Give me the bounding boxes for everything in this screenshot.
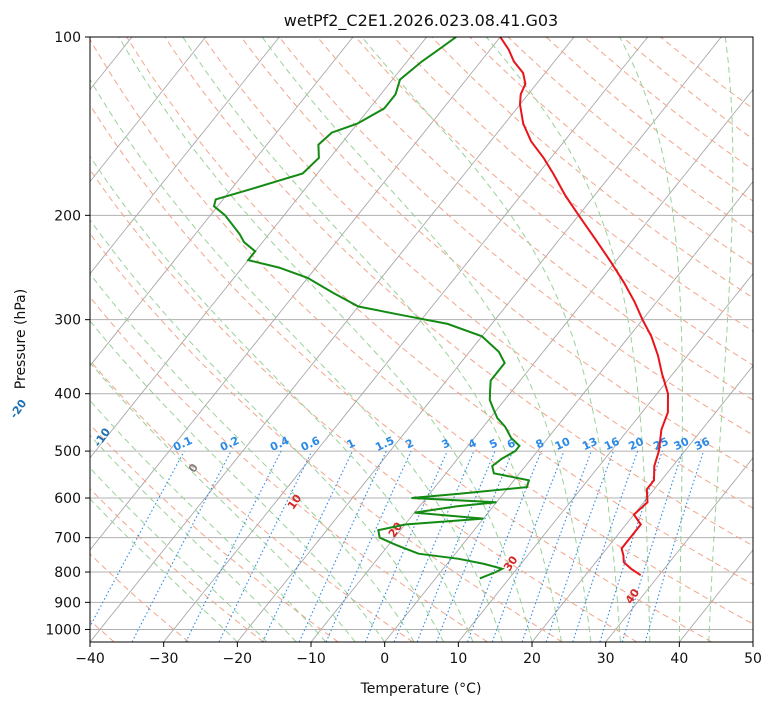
moist-adiabat-line [361, 37, 621, 642]
isotherm-line [90, 37, 501, 551]
isotherm-line [310, 88, 753, 642]
mixing-ratio-line [364, 450, 448, 642]
moist-adiabat-line [261, 37, 592, 642]
x-tick-label: −30 [149, 651, 179, 667]
dry-adiabat-line [90, 104, 712, 642]
moist-adiabat-line [90, 434, 297, 642]
dry-adiabat-line [90, 423, 339, 642]
moist-adiabat-line [90, 78, 503, 642]
mixing-ratio-line [435, 450, 514, 642]
profile-line [499, 37, 670, 577]
moist-adiabat-line [90, 361, 356, 642]
y-tick-label: 200 [54, 208, 81, 224]
mixing-ratio-line [393, 450, 475, 642]
dry-adiabat-line [90, 168, 638, 642]
mixing-ratio-label: 25 [651, 435, 670, 453]
mixing-ratio-line [599, 450, 663, 642]
isotherm-line [236, 37, 722, 642]
mixing-ratio-line [466, 450, 542, 642]
mixing-ratio-label: 20 [627, 435, 647, 453]
y-tick-label: 700 [54, 531, 81, 547]
mixing-ratio-line [572, 450, 639, 642]
mixing-ratio-label: 30 [672, 435, 692, 453]
dry-adiabat-line [90, 553, 190, 642]
axes-layer: −40 −30 −20 −10 0 10 20 30 40 50 100 200 300 400 500 60… [45, 30, 762, 667]
mixing-ratio-label: 16 [602, 435, 622, 453]
moist-adiabat-line [90, 320, 386, 642]
dry-adiabat-line [90, 296, 488, 642]
moist-adiabat-line [90, 467, 268, 642]
y-tick-label: 900 [54, 595, 81, 611]
moist-adiabat-line [118, 37, 533, 642]
isotherm-line [384, 180, 753, 642]
y-axis-label: Pressure (hPa) [13, 289, 29, 389]
x-tick-label: 50 [744, 651, 762, 667]
moist-adiabats-layer [90, 37, 734, 642]
dry-adiabat-line [90, 359, 414, 642]
x-axis-label: Temperature (°C) [360, 681, 482, 697]
moist-adiabat-line [619, 37, 683, 642]
dry-adiabat-line [90, 38, 753, 625]
x-tick-label: 10 [449, 651, 467, 667]
mixing-ratio-label: 36 [692, 435, 712, 453]
y-tick-label: 400 [54, 387, 81, 403]
mixing-ratio-line [621, 450, 684, 642]
x-tick-label: 20 [523, 651, 541, 667]
y-tick-label: 500 [54, 444, 81, 460]
x-tick-label: 40 [670, 651, 688, 667]
moist-adiabat-line [485, 37, 651, 642]
mixing-ratio-line [545, 450, 614, 642]
mixing-ratio-line [521, 450, 592, 642]
x-tick-label: −40 [75, 651, 105, 667]
dry-adiabat-line [126, 37, 753, 586]
chart-title: wetPf2_C2E1.2026.023.08.41.G03 [284, 11, 558, 31]
isotherm-line [457, 272, 753, 642]
dry-adiabat-line [355, 37, 753, 366]
mixing-ratio-line [185, 450, 282, 642]
y-tick-label: 100 [54, 30, 81, 46]
y-tick-label: 300 [54, 313, 81, 329]
plot-frame [89, 36, 754, 643]
profiles-layer [212, 37, 670, 580]
mixing-ratio-line [644, 450, 705, 642]
x-tick-label: 30 [597, 651, 615, 667]
profile-line [212, 37, 531, 580]
dry-adiabat-line [90, 232, 563, 642]
isotherm-line [90, 37, 428, 459]
dry-adiabat-line [278, 37, 753, 436]
mixing-ratio-line [325, 450, 412, 642]
mixing-ratio-label: 13 [580, 435, 599, 453]
isotherm-line [90, 37, 354, 367]
moist-adiabat-line [90, 498, 238, 642]
mixing-ratio-layer [90, 450, 705, 642]
x-tick-label: 0 [380, 651, 389, 667]
dry-adiabat-line [164, 37, 753, 547]
dry-adiabat-line [317, 37, 753, 401]
moist-adiabat-line [90, 155, 474, 642]
y-tick-label: 800 [54, 565, 81, 581]
isotherm-line [531, 364, 753, 642]
y-tick-label: 1000 [45, 622, 81, 638]
mixing-ratio-line [491, 450, 565, 642]
grid-layer [90, 37, 753, 642]
mixing-ratio-line [90, 450, 185, 628]
y-tick-label: 600 [54, 491, 81, 507]
dry-adiabat-line [393, 37, 753, 332]
mixing-ratio-line [416, 450, 496, 642]
isotherm-line [678, 549, 753, 642]
moist-adiabat-line [90, 273, 415, 642]
mixing-ratio-label: 10 [553, 435, 573, 453]
moist-adiabat-line [708, 37, 734, 642]
moist-adiabat-line [90, 218, 445, 642]
x-tick-label: −10 [296, 651, 326, 667]
x-tick-label: −20 [223, 651, 253, 667]
